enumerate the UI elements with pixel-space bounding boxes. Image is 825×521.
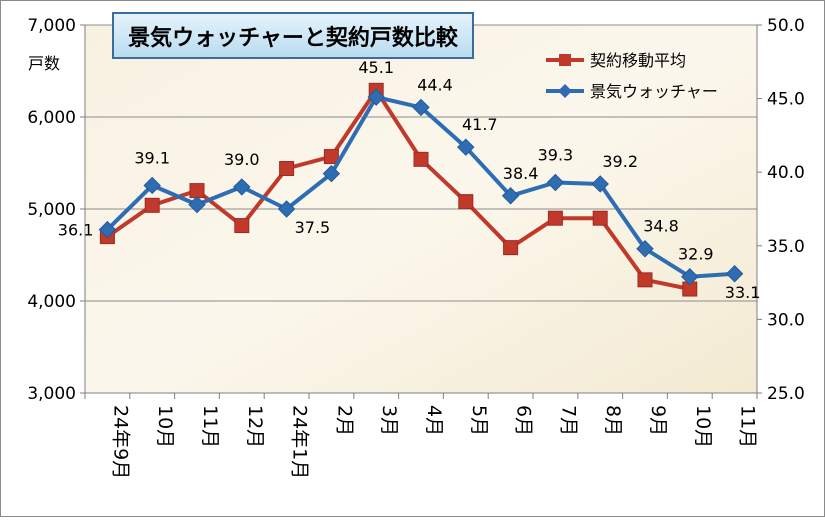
series-0-point-2 <box>189 183 205 199</box>
data-label-1-8: 41.7 <box>462 115 498 134</box>
right-tick-label-5: 50.0 <box>767 16 805 36</box>
x-tick-label-2: 11月 <box>199 405 221 448</box>
data-label-1-13: 32.9 <box>678 245 714 264</box>
series-0-point-7 <box>413 151 429 167</box>
series-1-point-0 <box>98 220 117 239</box>
series-0-point-9 <box>503 240 519 256</box>
left-tick-label-3: 6,000 <box>27 108 76 128</box>
data-label-1-11: 39.2 <box>602 152 638 171</box>
series-1-point-4 <box>277 200 296 218</box>
data-label-1-7: 44.4 <box>417 75 453 94</box>
data-label-1-6: 45.1 <box>358 58 394 77</box>
data-label-1-10: 39.3 <box>538 146 574 165</box>
x-tick-label-0: 24年9月 <box>109 405 131 479</box>
left-axis-title: 戸数 <box>28 54 60 73</box>
x-tick-label-6: 3月 <box>378 405 400 436</box>
x-tick-label-8: 5月 <box>468 405 490 436</box>
series-1-point-6 <box>367 88 385 106</box>
x-tick-label-7: 4月 <box>423 405 445 436</box>
x-tick-label-10: 7月 <box>557 405 579 436</box>
series-0-point-3 <box>234 218 250 234</box>
right-tick-label-3: 40.0 <box>767 163 805 183</box>
series-1-point-1 <box>143 176 161 195</box>
series-0-point-1 <box>144 197 160 213</box>
series-1-point-13 <box>681 268 699 286</box>
x-tick-label-11: 8月 <box>602 405 624 436</box>
x-tick-label-5: 2月 <box>333 405 355 436</box>
legend-marker-0 <box>559 54 571 66</box>
data-label-1-3: 39.0 <box>224 150 260 169</box>
data-label-1-12: 34.8 <box>643 217 679 236</box>
series-1-point-9 <box>501 187 520 205</box>
data-label-1-1: 39.1 <box>134 148 170 167</box>
right-tick-label-2: 35.0 <box>767 237 805 257</box>
series-0-point-4 <box>279 161 295 177</box>
series-0-point-10 <box>547 210 563 226</box>
series-1-point-7 <box>412 98 430 117</box>
left-tick-label-4: 7,000 <box>27 16 76 36</box>
series-1-point-5 <box>322 164 341 183</box>
data-label-1-0: 36.1 <box>58 221 94 240</box>
data-label-1-9: 38.4 <box>503 164 539 183</box>
right-tick-label-4: 45.0 <box>767 90 805 110</box>
series-1-point-2 <box>188 195 206 214</box>
x-tick-label-1: 10月 <box>154 405 176 448</box>
right-tick-label-1: 30.0 <box>767 310 805 330</box>
series-1-point-11 <box>591 175 609 193</box>
legend-label-1: 景気ウォッチャー <box>590 82 718 101</box>
series-1-point-3 <box>233 178 251 196</box>
series-0-point-5 <box>323 149 339 165</box>
x-tick-label-12: 9月 <box>647 405 669 436</box>
series-0-point-8 <box>458 194 474 210</box>
left-tick-label-1: 4,000 <box>27 292 76 312</box>
series-0-point-12 <box>637 272 653 288</box>
chart-title: 景気ウォッチャーと契約戸数比較 <box>128 25 459 51</box>
x-tick-label-13: 10月 <box>692 405 714 448</box>
left-tick-label-2: 5,000 <box>27 200 76 220</box>
x-tick-label-4: 24年1月 <box>289 405 311 479</box>
x-tick-label-14: 11月 <box>737 405 759 448</box>
legend-marker-1 <box>558 84 572 98</box>
series-1-point-14 <box>725 265 744 283</box>
series-1-point-12 <box>636 240 654 258</box>
series-0-point-11 <box>592 210 608 226</box>
x-tick-label-3: 12月 <box>244 405 266 448</box>
series-1-point-8 <box>457 138 475 156</box>
data-label-1-4: 37.5 <box>295 218 331 237</box>
right-tick-label-0: 25.0 <box>767 384 805 404</box>
legend-label-0: 契約移動平均 <box>590 51 686 70</box>
series-1-point-10 <box>546 173 565 192</box>
left-tick-label-0: 3,000 <box>27 384 76 404</box>
title-box <box>112 12 474 59</box>
data-label-1-14: 33.1 <box>725 283 761 302</box>
x-tick-label-9: 6月 <box>513 405 535 436</box>
